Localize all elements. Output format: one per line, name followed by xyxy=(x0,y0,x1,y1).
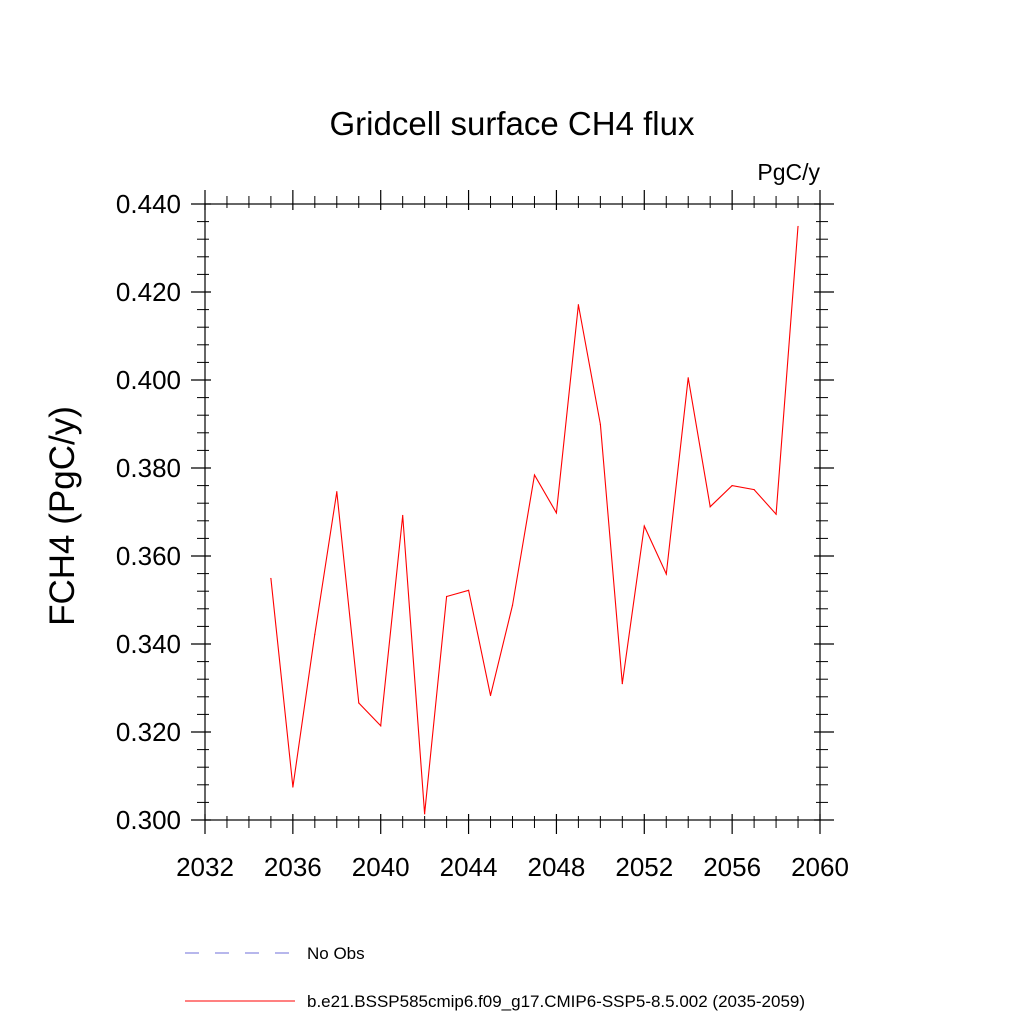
y-tick-label: 0.420 xyxy=(116,277,181,307)
data-point xyxy=(621,683,623,685)
data-point xyxy=(511,604,514,606)
y-tick-label: 0.300 xyxy=(116,805,181,835)
data-point xyxy=(358,702,360,704)
data-point xyxy=(489,694,492,697)
y-tick-label: 0.400 xyxy=(116,365,181,395)
x-tick-label: 2036 xyxy=(264,852,322,882)
data-point xyxy=(314,633,316,635)
x-tick-label: 2060 xyxy=(791,852,849,882)
x-tick-label: 2040 xyxy=(352,852,410,882)
y-tick-label: 0.440 xyxy=(116,189,181,219)
units-label: PgC/y xyxy=(757,159,820,185)
data-point xyxy=(292,786,294,788)
x-tick-label: 2056 xyxy=(703,852,761,882)
x-tick-label: 2048 xyxy=(528,852,586,882)
y-tick-label: 0.360 xyxy=(116,541,181,571)
legend-label-no-obs: No Obs xyxy=(307,944,365,963)
legend: No Obs b.e21.BSSP585cmip6.f09_g17.CMIP6-… xyxy=(185,944,805,1011)
x-tick-label: 2052 xyxy=(615,852,673,882)
data-point xyxy=(533,474,536,476)
series-layer xyxy=(270,225,799,815)
tick-labels: 2032 2036 2040 2044 2048 2052 2056 2060 0.300 0.3… xyxy=(116,189,849,882)
y-axis-title: FCH4 (PgC/y) xyxy=(43,406,82,626)
y-tick-label: 0.340 xyxy=(116,629,181,659)
data-point xyxy=(775,513,777,515)
y-tick-label: 0.320 xyxy=(116,717,181,747)
data-point xyxy=(797,225,799,228)
data-point xyxy=(555,512,558,514)
plot-frame xyxy=(204,203,821,821)
x-tick-label: 2044 xyxy=(440,852,498,882)
data-point xyxy=(577,304,579,306)
data-point xyxy=(336,491,338,493)
data-point xyxy=(731,485,733,487)
data-point xyxy=(424,813,426,815)
data-point xyxy=(665,573,667,575)
chart-title: Gridcell surface CH4 flux xyxy=(330,105,695,142)
y-tick-label: 0.380 xyxy=(116,453,181,483)
data-point xyxy=(467,589,470,591)
legend-label-model-run: b.e21.BSSP585cmip6.f09_g17.CMIP6-SSP5-8.… xyxy=(307,992,805,1011)
minor-ticks xyxy=(197,196,828,828)
data-point xyxy=(270,577,272,580)
data-point xyxy=(709,506,711,508)
data-point xyxy=(753,488,755,491)
x-tick-label: 2032 xyxy=(176,852,234,882)
data-point xyxy=(643,525,645,527)
data-point xyxy=(446,595,448,598)
data-point xyxy=(599,423,601,426)
data-point xyxy=(402,514,404,517)
series-line xyxy=(270,226,799,814)
data-point xyxy=(687,377,689,379)
data-point xyxy=(380,725,382,727)
major-ticks xyxy=(191,190,834,834)
